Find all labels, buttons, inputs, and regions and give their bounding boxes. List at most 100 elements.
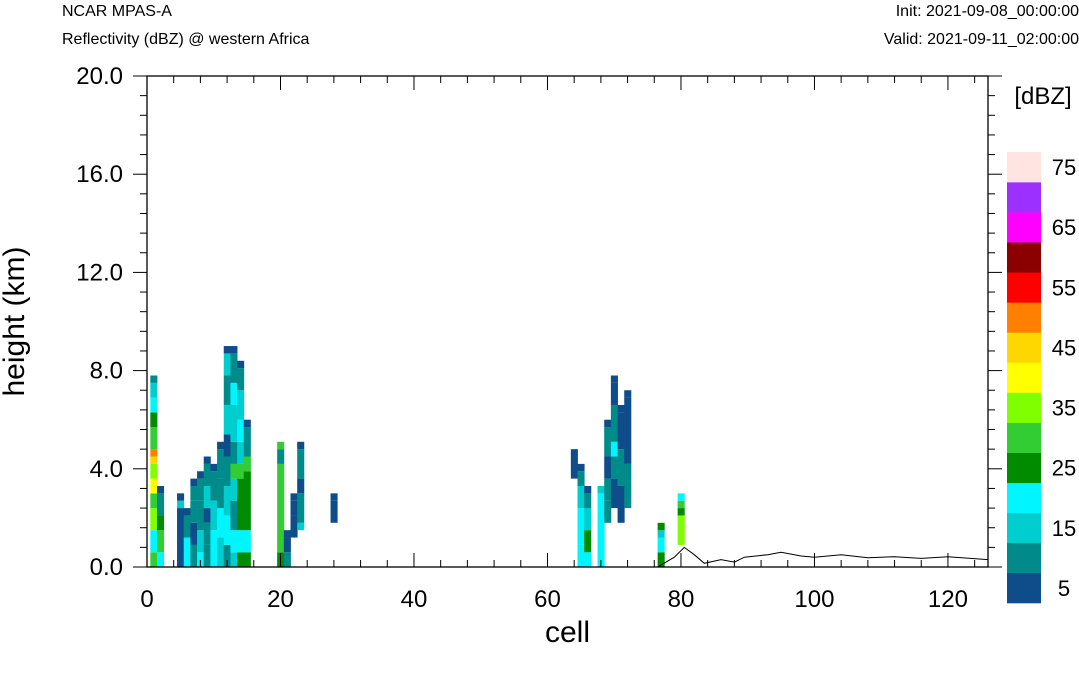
reflectivity-cell	[243, 530, 251, 553]
reflectivity-cell	[230, 552, 238, 567]
axis-ticks	[133, 75, 1002, 568]
colorbar-tick-label: 65	[1052, 215, 1076, 240]
colorbar-tick-label: 15	[1052, 516, 1076, 541]
reflectivity-cell	[230, 404, 238, 442]
reflectivity-cell	[657, 522, 665, 531]
reflectivity-cell	[190, 522, 198, 545]
reflectivity-cell	[237, 368, 245, 391]
reflectivity-cell	[223, 353, 231, 376]
colorbar-swatch	[1007, 152, 1041, 183]
reflectivity-cell	[283, 537, 291, 553]
colorbar-tick-label: 55	[1052, 275, 1076, 300]
colorbar-tick-label: 75	[1052, 155, 1076, 180]
reflectivity-cell	[150, 508, 158, 531]
reflectivity-cell	[197, 552, 205, 567]
reflectivity-cell	[157, 530, 165, 553]
reflectivity-cell	[177, 493, 185, 501]
reflectivity-cell	[584, 493, 592, 509]
x-tick-label: 20	[267, 586, 294, 613]
reflectivity-cell	[297, 441, 305, 450]
colorbar-swatch	[1007, 482, 1041, 514]
colorbar-swatch	[1007, 362, 1041, 393]
colorbar-swatch	[1007, 272, 1041, 303]
reflectivity-cell	[584, 552, 592, 567]
reflectivity-cell	[203, 508, 211, 523]
y-tick-label: 16.0	[76, 161, 123, 188]
reflectivity-cell	[330, 493, 338, 501]
reflectivity-cell	[577, 463, 585, 472]
reflectivity-cell	[223, 544, 231, 567]
reflectivity-cell	[577, 544, 585, 567]
reflectivity-cell	[210, 471, 218, 501]
reflectivity-cell	[150, 382, 158, 398]
reflectivity-cell	[277, 463, 285, 553]
x-tick-label: 120	[928, 586, 968, 613]
colorbar-swatch	[1007, 512, 1041, 544]
reflectivity-cell	[237, 419, 245, 442]
x-tick-label: 60	[534, 586, 561, 613]
reflectivity-cell	[677, 508, 685, 516]
colorbar-swatch	[1007, 302, 1041, 333]
reflectivity-cell	[617, 485, 625, 523]
model-title: NCAR MPAS-A	[62, 3, 172, 20]
reflectivity-cell	[624, 463, 632, 509]
reflectivity-cell	[217, 478, 225, 509]
reflectivity-cell	[277, 441, 285, 450]
colorbar-swatch	[1007, 332, 1041, 363]
reflectivity-cell	[217, 508, 225, 538]
reflectivity-cell	[577, 471, 585, 486]
x-axis-label: cell	[545, 616, 590, 649]
reflectivity-cell	[584, 530, 592, 553]
reflectivity-cell	[190, 500, 198, 523]
reflectivity-cell	[624, 397, 632, 464]
init-time: Init: 2021-09-08_00:00:00	[895, 3, 1079, 20]
reflectivity-cell	[297, 522, 305, 531]
reflectivity-cell	[157, 515, 165, 531]
y-tick-label: 4.0	[90, 456, 123, 483]
y-axis-label: height (km)	[0, 246, 31, 396]
colorbar-tick-label: 25	[1052, 456, 1076, 481]
colorbar-swatch	[1007, 572, 1041, 604]
reflectivity-cell	[223, 404, 231, 435]
reflectivity-cell	[150, 530, 158, 553]
reflectivity-cell	[597, 493, 605, 567]
reflectivity-cell	[230, 530, 238, 553]
reflectivity-cell	[677, 493, 685, 501]
reflectivity-cell	[230, 441, 238, 464]
reflectivity-cell	[157, 485, 165, 494]
reflectivity-cell	[197, 471, 205, 479]
reflectivity-cell	[617, 404, 625, 413]
reflectivity-cell	[183, 508, 191, 516]
colorbar-swatch	[1007, 422, 1041, 453]
colorbar-swatch	[1007, 242, 1041, 273]
reflectivity-cell	[283, 530, 291, 538]
reflectivity-cell	[584, 508, 592, 531]
reflectivity-cell	[197, 530, 205, 553]
field-subtitle: Reflectivity (dBZ) @ western Africa	[62, 31, 310, 48]
reflectivity-cell	[610, 404, 618, 442]
reflectivity-cell	[237, 552, 245, 567]
valid-time: Valid: 2021-09-11_02:00:00	[883, 31, 1079, 48]
reflectivity-cell	[203, 544, 211, 567]
reflectivity-cell	[237, 390, 245, 420]
reflectivity-cell	[197, 500, 205, 531]
reflectivity-cell	[230, 346, 238, 354]
axis-tick-labels: 0 20 40 60 80 100 120 0.0 4.0 8.0 12.0 16.0 20.0	[76, 63, 968, 613]
reflectivity-cell	[610, 478, 618, 509]
reflectivity-cell	[150, 397, 158, 413]
reflectivity-cell	[297, 449, 305, 479]
reflectivity-cell	[150, 456, 158, 464]
y-tick-label: 20.0	[76, 63, 123, 90]
plot-frame	[146, 75, 989, 568]
reflectivity-cell	[610, 382, 618, 405]
reflectivity-cell	[290, 515, 298, 538]
reflectivity-cell	[657, 552, 665, 567]
reflectivity-cell	[597, 485, 605, 494]
reflectivity-cell	[150, 463, 158, 479]
reflectivity-cell	[577, 508, 585, 545]
reflectivity-cell	[617, 412, 625, 450]
reflectivity-cell	[157, 552, 165, 567]
reflectivity-cell	[604, 478, 612, 501]
reflectivity-cell	[657, 537, 665, 553]
reflectivity-cell	[203, 456, 211, 464]
